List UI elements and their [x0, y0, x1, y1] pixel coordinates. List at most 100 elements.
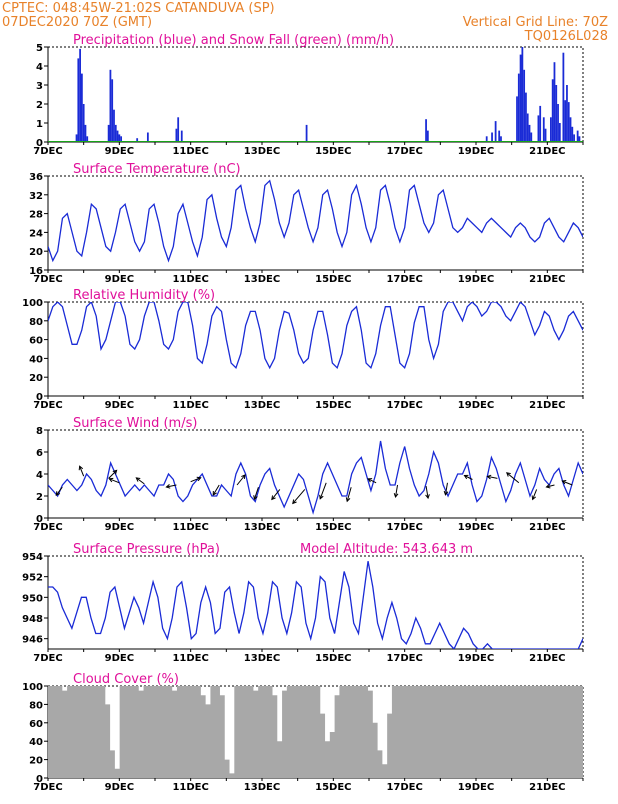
x-tick-label: 11DEC: [172, 522, 208, 533]
x-tick-label: 19DEC: [458, 522, 494, 533]
wind-vector-head: [425, 494, 430, 500]
x-tick-label: 11DEC: [172, 274, 208, 285]
y-tick-label: 6: [36, 448, 43, 459]
wind-vector: [212, 484, 220, 496]
y-tick-label: 4: [36, 62, 43, 73]
x-tick-label: 17DEC: [386, 400, 422, 411]
wind-vector: [165, 484, 177, 489]
panels: 0 1 2 3 4 5 7DEC 9DEC 11DEC 13DEC 15DEC 17DEC 19DEC 2…: [22, 33, 584, 793]
precip-bar: [551, 79, 554, 142]
wind-vector-head: [212, 490, 217, 496]
y-tick-label: 36: [29, 172, 43, 183]
series-line: [48, 302, 583, 370]
x-tick-label: 7DEC: [33, 146, 62, 157]
y-tick-label: 2: [36, 492, 43, 503]
wind-vector-shaft: [487, 475, 498, 479]
precip-bar: [86, 136, 89, 142]
x-tick-label: 19DEC: [458, 274, 494, 285]
x-tick-label: 19DEC: [458, 146, 494, 157]
wind-vector-head: [443, 490, 449, 496]
x-tick-label: 15DEC: [315, 274, 351, 285]
series-line: [48, 179, 583, 263]
wind-vector-head: [108, 477, 114, 483]
x-tick-label: 13DEC: [244, 522, 280, 533]
y-tick-label: 8: [36, 426, 43, 437]
y-tick-label: 950: [22, 593, 43, 604]
plot-content: [48, 47, 583, 142]
y-tick-label: 0: [36, 138, 43, 149]
precip-bar: [425, 119, 427, 142]
precip-bar: [539, 105, 542, 142]
x-tick-label: 9DEC: [105, 653, 134, 664]
wind-vector: [367, 478, 377, 484]
wind-vector: [425, 486, 430, 500]
precip-bar: [84, 124, 87, 142]
precip-bar: [537, 115, 540, 142]
precip-bar: [553, 62, 556, 142]
precip-bar: [564, 100, 567, 142]
panel-annotation: Model Altitude: 543.643 m: [300, 542, 473, 557]
x-tick-label: 21DEC: [529, 146, 565, 157]
x-tick-label: 15DEC: [315, 400, 351, 411]
wind-vector-head: [271, 495, 276, 501]
x-tick-label: 21DEC: [529, 653, 565, 664]
wind-vector: [561, 480, 573, 486]
wind-vector-head: [561, 480, 567, 485]
grid-note-label: Vertical Grid Line: 70Z: [463, 15, 608, 30]
y-tick-label: 0: [36, 514, 43, 525]
plot-frame: [47, 555, 584, 650]
precip-bar: [525, 92, 527, 142]
wind-vector-head: [319, 494, 324, 500]
precip-bar: [426, 130, 429, 142]
wind-vector-head: [253, 495, 258, 501]
wind-vector-shaft: [212, 484, 220, 496]
x-tick-label: 13DEC: [244, 274, 280, 285]
plot-content: [48, 179, 583, 263]
plot-content: [48, 561, 583, 649]
wind-vector-head: [367, 478, 373, 483]
wind-vector-shaft: [506, 472, 520, 484]
station-label: CPTEC: 048:45W-21:02S CATANDUVA (SP): [2, 1, 275, 16]
plot-frame: [47, 175, 584, 271]
x-tick-label: 11DEC: [172, 146, 208, 157]
x-tick-label: 7DEC: [33, 274, 62, 285]
plot-content: [48, 686, 583, 778]
precip-bar: [567, 102, 570, 142]
y-tick-label: 948: [22, 614, 43, 625]
y-tick-label: 100: [22, 682, 43, 693]
wind-vector-shaft: [271, 489, 281, 500]
precip-bar: [120, 136, 123, 142]
x-tick-label: 11DEC: [172, 782, 208, 793]
wind-vector-shaft: [79, 466, 85, 477]
panel-2: 16 20 24 28 32 36 7DEC 9DEC 11DEC 13DEC 15DEC 17DEC…: [29, 162, 584, 285]
y-tick-label: 40: [29, 354, 43, 365]
y-tick-label: 0: [36, 774, 43, 785]
wind-vector-head: [531, 495, 537, 501]
series-line: [48, 440, 583, 515]
wind-vector-shaft: [236, 474, 246, 486]
x-tick-label: 17DEC: [386, 782, 422, 793]
x-tick-label: 13DEC: [244, 782, 280, 793]
wind-vector-shaft: [532, 489, 538, 500]
x-tick-label: 11DEC: [172, 400, 208, 411]
wind-vector-shaft: [166, 484, 177, 488]
panel-5: 946 948 950 952 954 7DEC 9DEC 11DEC 13DEC 15DEC 17…: [22, 542, 584, 664]
wind-vector: [486, 474, 498, 480]
precip-bar: [562, 52, 565, 142]
y-tick-label: 952: [22, 573, 43, 584]
wind-vector: [108, 469, 118, 479]
y-tick-label: 20: [29, 247, 43, 258]
wind-vector: [531, 489, 538, 501]
plot-frame: [47, 301, 584, 397]
x-tick-label: 19DEC: [458, 653, 494, 664]
y-tick-label: 20: [29, 756, 43, 767]
x-tick-label: 7DEC: [33, 522, 62, 533]
panel-6: 0 20 40 60 80 100 7DEC 9DEC 11DEC 13DEC 15DEC 17DEC…: [22, 672, 584, 793]
wind-vector: [505, 472, 520, 484]
wind-vector-head: [135, 477, 141, 482]
y-tick-label: 946: [22, 635, 43, 646]
wind-vector-head: [463, 474, 469, 480]
wind-vector-shaft: [562, 480, 573, 486]
wind-vector-shaft: [464, 475, 473, 480]
wind-vector-head: [292, 499, 297, 505]
